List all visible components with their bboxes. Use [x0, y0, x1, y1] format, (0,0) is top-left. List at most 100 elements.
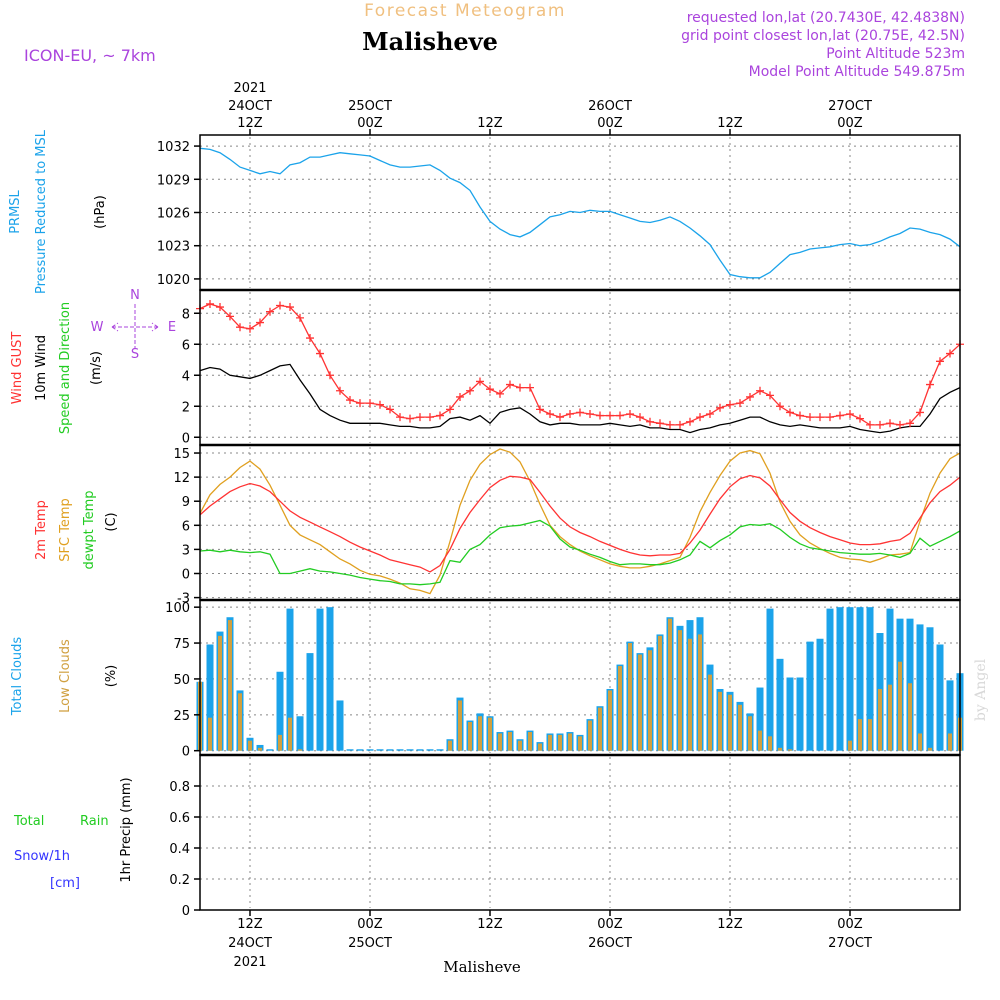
gust-marker-6 [256, 318, 264, 327]
low-cloud-bar-33 [528, 732, 532, 751]
total-cloud-bar-10 [296, 716, 304, 751]
low-cloud-bar-44 [638, 654, 642, 751]
total-cloud-bar-7 [266, 749, 274, 751]
clouds-low-label: Low Clouds [58, 639, 73, 713]
bottom-hour-label-3: 00Z [597, 917, 623, 932]
total-cloud-bar-11 [306, 653, 314, 751]
gust-marker-27 [466, 386, 474, 395]
low-cloud-bar-41 [608, 690, 612, 751]
ytick-label-1-0: 0 [182, 431, 190, 446]
gust-marker-33 [526, 383, 534, 392]
wind-gust-line [199, 303, 961, 426]
total-cloud-bar-64 [836, 607, 844, 751]
gust-marker-42 [616, 411, 624, 420]
total-cloud-bar-9 [286, 608, 294, 751]
gust-marker-1 [206, 299, 214, 308]
precip-axis-label: 1hr Precip (mm) [119, 777, 134, 882]
low-cloud-bar-47 [668, 618, 672, 751]
pressure-line [199, 147, 961, 279]
low-cloud-bar-59 [788, 749, 792, 751]
ytick-label-3-1: 25 [173, 709, 190, 724]
low-cloud-bar-30 [498, 733, 502, 751]
top-hour-label-2: 12Z [477, 116, 503, 131]
ytick-label-1-3: 6 [182, 338, 190, 353]
total-cloud-bar-12 [316, 608, 324, 751]
grid-point-coords: grid point closest lon,lat (20.75E, 42.5… [681, 28, 965, 44]
sfc-temp-line [199, 448, 961, 595]
requested-coords: requested lon,lat (20.7430E, 42.4838N) [687, 10, 965, 26]
gust-marker-60 [796, 411, 804, 420]
ytick-label-0-4: 1032 [157, 140, 190, 155]
gust-marker-24 [436, 411, 444, 420]
gust-marker-75 [946, 349, 954, 358]
gust-marker-52 [716, 403, 724, 412]
low-cloud-bar-52 [718, 691, 722, 751]
gust-marker-38 [576, 408, 584, 417]
gust-marker-18 [376, 400, 384, 409]
pressure-label-msl: Pressure Reduced to MSL [34, 129, 49, 294]
top-hour-label-0: 12Z [237, 116, 263, 131]
ytick-label-2-4: 9 [182, 495, 190, 510]
ytick-label-1-1: 2 [182, 400, 190, 415]
gust-marker-66 [856, 414, 864, 423]
gust-marker-37 [566, 410, 574, 418]
top-date-label-1: 25OCT [348, 99, 392, 114]
low-cloud-bar-5 [248, 740, 252, 751]
total-cloud-bar-67 [866, 607, 874, 751]
bottom-hour-label-4: 12Z [717, 917, 743, 932]
ytick-label-1-4: 8 [182, 307, 190, 322]
low-cloud-bar-26 [458, 700, 462, 751]
low-cloud-bar-55 [748, 716, 752, 751]
low-cloud-bar-3 [228, 620, 232, 751]
ytick-label-3-4: 100 [165, 601, 190, 616]
total-cloud-bar-69 [886, 608, 894, 751]
low-cloud-bar-65 [848, 740, 852, 751]
gust-marker-44 [636, 413, 644, 422]
low-cloud-bar-31 [508, 732, 512, 751]
gust-marker-56 [756, 386, 764, 395]
gust-marker-48 [676, 420, 684, 429]
total-cloud-bar-17 [366, 749, 374, 751]
gust-marker-41 [606, 411, 614, 420]
gust-marker-20 [396, 413, 404, 422]
gust-marker-16 [356, 399, 364, 408]
low-cloud-bar-6 [258, 747, 262, 751]
total-cloud-bar-6 [256, 744, 264, 751]
gust-marker-9 [286, 303, 294, 312]
dewpt-line [199, 519, 961, 586]
bottom-hour-label-2: 12Z [477, 917, 503, 932]
ytick-label-3-0: 0 [182, 745, 190, 760]
low-cloud-bar-58 [778, 747, 782, 751]
gust-marker-10 [296, 313, 304, 322]
low-cloud-bar-27 [468, 721, 472, 751]
bottom-date-label-1: 25OCT [348, 936, 392, 951]
wind-unit: (m/s) [89, 351, 104, 385]
low-cloud-bar-54 [738, 704, 742, 751]
temp-unit: (C) [104, 512, 119, 531]
gust-marker-53 [726, 400, 734, 409]
gust-marker-28 [476, 377, 484, 386]
gust-marker-65 [846, 410, 854, 418]
gust-marker-2 [216, 303, 224, 312]
low-cloud-bar-48 [678, 630, 682, 751]
gust-marker-30 [496, 389, 504, 398]
watermark: by Angel [973, 658, 989, 721]
wind-gust-label: Wind GUST [10, 332, 25, 405]
total-cloud-bar-1 [206, 644, 214, 751]
bottom-hour-label-5: 00Z [837, 917, 863, 932]
temp-sfc-label: SFC Temp [58, 498, 73, 562]
pressure-label-prmsl: PRMSL [8, 189, 23, 233]
gust-marker-34 [536, 405, 544, 414]
labels-layer: PRMSL Pressure Reduced to MSL (hPa) Wind GU… [8, 129, 176, 891]
chart-title: Malisheve [362, 27, 498, 56]
low-cloud-bar-73 [928, 747, 932, 751]
gust-marker-4 [236, 323, 244, 332]
gust-marker-31 [506, 380, 514, 389]
point-altitude: Point Altitude 523m [826, 46, 965, 62]
low-cloud-bar-70 [898, 661, 902, 751]
gust-marker-3 [226, 312, 234, 321]
low-cloud-bar-43 [628, 643, 632, 751]
gust-marker-26 [456, 392, 464, 401]
clouds-unit: (%) [104, 665, 119, 688]
low-cloud-bar-9 [288, 717, 292, 751]
